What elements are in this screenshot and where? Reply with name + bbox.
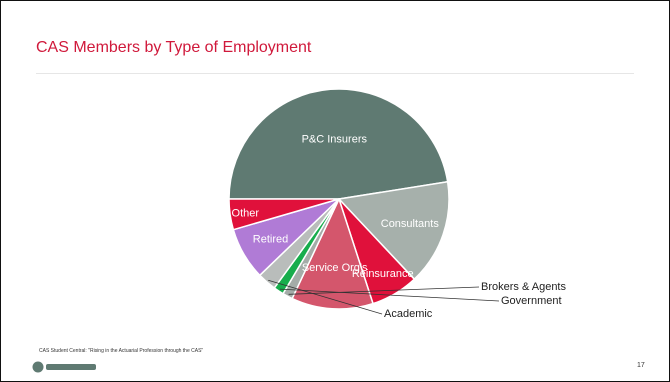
slice-label-academic: Academic (384, 308, 433, 320)
slice-label-consultants: Consultants (381, 218, 440, 230)
pie-slice-service-org-s (291, 198, 374, 310)
slice-label-service-org-s: Service Org's (302, 262, 368, 274)
pie-slice-pandc-insurers (228, 88, 449, 200)
page-number: 17 (637, 362, 645, 369)
slice-label-other: Other (232, 207, 260, 219)
leader-line-brokers-and-agents (288, 286, 480, 295)
slice-label-government: Government (501, 295, 562, 307)
slice-label-retired: Retired (253, 234, 288, 246)
slice-label-pandc-insurers: P&C Insurers (302, 134, 368, 146)
slice-label-reinsurance: Reinsurance (352, 268, 414, 280)
leader-line-government (279, 288, 500, 302)
pie-slice-consultants (338, 181, 450, 280)
slice-label-brokers-and-agents: Brokers & Agents (481, 281, 566, 293)
pie-slice-other (228, 198, 340, 231)
cas-logo (32, 361, 96, 373)
slide-title: CAS Members by Type of Employment (36, 39, 312, 56)
title-divider (36, 73, 634, 74)
footer-text: CAS Student Central: "Rising in the Actu… (39, 348, 204, 354)
leader-line-academic (268, 279, 383, 315)
